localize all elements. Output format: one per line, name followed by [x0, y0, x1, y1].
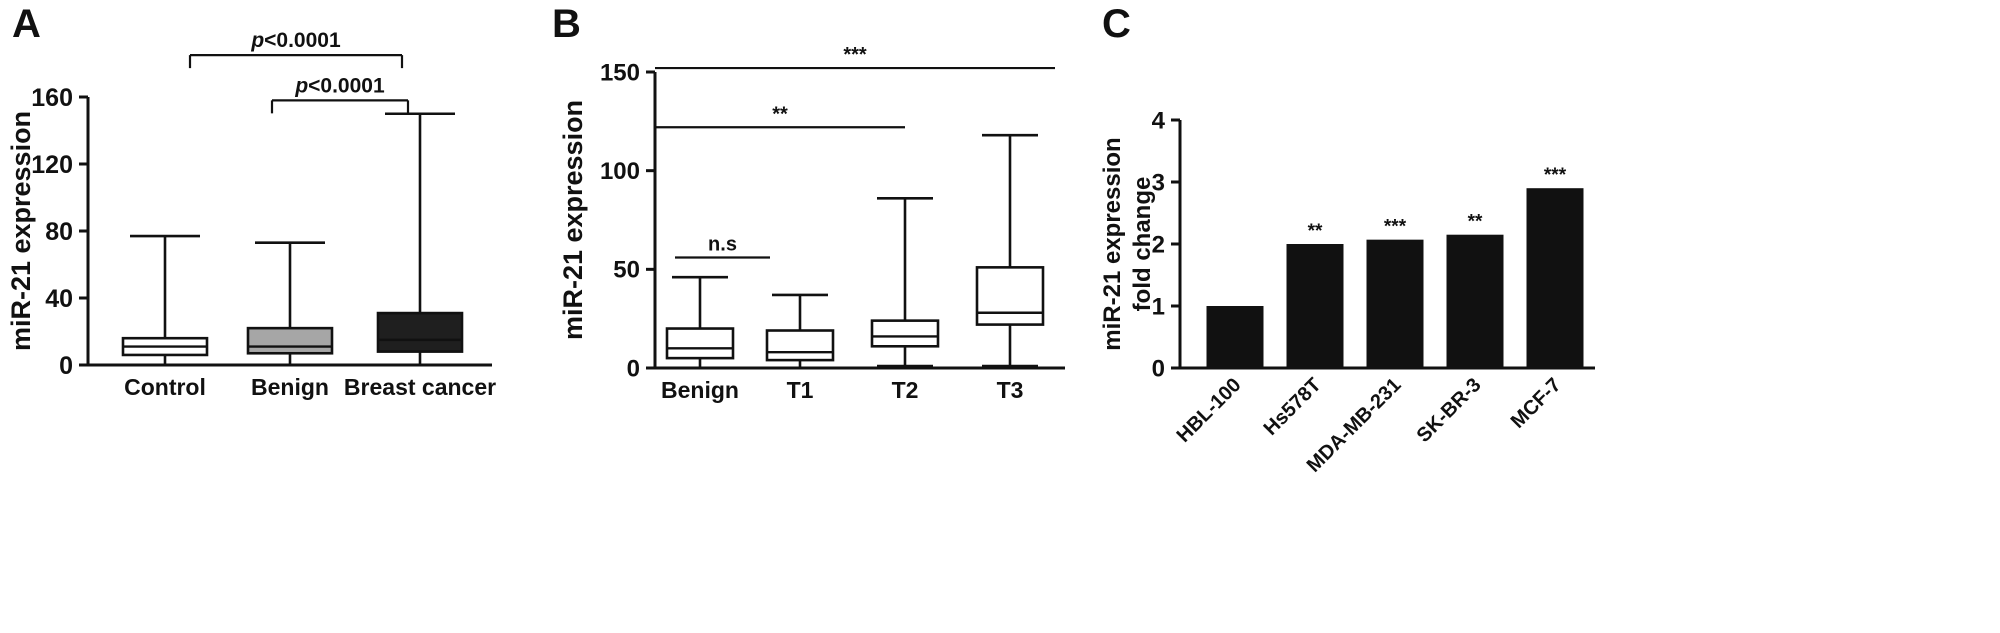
bar — [1206, 306, 1264, 368]
bar-hs578t: ** Hs578T — [1260, 221, 1344, 440]
significance-annotation: ** — [655, 103, 905, 129]
significance-annotation: p<0.0001 — [188, 29, 404, 69]
panel-a-letter: A — [12, 2, 42, 46]
box-body — [376, 311, 464, 353]
box-t3 — [975, 133, 1045, 368]
y-tick-label: 1 — [1152, 293, 1165, 320]
x-tick-label: Benign — [661, 377, 739, 403]
x-tick-label: SK-BR-3 — [1413, 374, 1486, 447]
x-tick-label: Hs578T — [1260, 374, 1326, 440]
p-value-label: p<0.0001 — [250, 29, 341, 52]
y-tick-label: 0 — [1152, 355, 1165, 382]
panel-b-boxplot: 0 50 100 150 miR-21 expression Benign T1 T2 T3 **… — [560, 44, 1065, 403]
bar-hbl-100: HBL-100 — [1173, 306, 1264, 447]
box-body — [246, 326, 334, 355]
y-tick-label: 80 — [45, 218, 73, 246]
y-tick-label: 4 — [1152, 107, 1166, 134]
bar-sk-br-3: ** SK-BR-3 — [1413, 212, 1504, 447]
significance-annotation: n.s — [675, 233, 770, 259]
p-value-label: p<0.0001 — [294, 74, 385, 97]
bar — [1526, 188, 1584, 368]
x-tick-label: T3 — [997, 377, 1024, 403]
significance-label: *** — [843, 44, 867, 66]
significance-label: ** — [772, 103, 788, 125]
significance-label: n.s — [708, 233, 737, 255]
y-tick-label: 100 — [600, 158, 640, 185]
y-tick-label: 120 — [31, 151, 73, 179]
panel-c-plot: 0 1 2 3 4 miR-21 expression fold change HBL-100… — [1100, 107, 1595, 477]
y-axis-title: miR-21 expression — [6, 111, 36, 351]
bar-mcf-7: *** MCF-7 — [1507, 165, 1584, 433]
significance-label: ** — [1468, 212, 1483, 233]
y-tick-label: 150 — [600, 59, 640, 86]
box-t1 — [765, 293, 835, 370]
x-tick-label: Breast cancer — [344, 374, 496, 400]
box-t2 — [870, 196, 940, 368]
significance-label: ** — [1308, 221, 1323, 242]
y-axis-title: miR-21 expression — [560, 100, 588, 340]
panel-b-letter: B — [552, 2, 582, 46]
y-tick-label: 2 — [1152, 231, 1165, 258]
y-tick-label: 40 — [45, 285, 73, 313]
box-benign — [665, 275, 735, 370]
y-tick-label: 0 — [627, 355, 640, 382]
bar — [1446, 234, 1504, 368]
x-tick-label: Benign — [251, 374, 329, 400]
significance-label: *** — [1384, 217, 1407, 238]
bar — [1366, 239, 1424, 368]
box-body — [665, 327, 735, 360]
x-tick-label: Control — [124, 374, 206, 400]
x-tick-label: T2 — [892, 377, 919, 403]
box-control — [121, 234, 209, 367]
x-tick-label: MCF-7 — [1507, 374, 1566, 433]
y-tick-label: 50 — [613, 257, 640, 284]
box-benign — [246, 241, 334, 367]
y-axis-title: miR-21 expression — [1100, 137, 1126, 350]
y-tick-label: 160 — [31, 84, 73, 112]
box-body — [765, 329, 835, 362]
y-tick-label: 0 — [59, 352, 73, 380]
box-body — [870, 319, 940, 348]
significance-annotation: *** — [655, 44, 1055, 70]
box-breast-cancer — [376, 112, 464, 367]
box-body — [975, 266, 1045, 326]
panel-b-plot: 0 50 100 150 miR-21 expression Benign T1 T2 T3 **… — [560, 44, 1065, 403]
y-axis-title: fold change — [1129, 177, 1156, 312]
panel-c-letter: C — [1102, 2, 1132, 46]
x-tick-label: T1 — [787, 377, 814, 403]
y-tick-label: 3 — [1152, 169, 1165, 196]
bar — [1286, 244, 1344, 368]
significance-label: *** — [1544, 165, 1567, 186]
axes: 0 50 100 150 — [600, 59, 1065, 382]
significance-annotation: p<0.0001 — [270, 74, 410, 114]
panel-c-barchart: 0 1 2 3 4 miR-21 expression fold change HBL-100… — [1100, 107, 1595, 477]
x-tick-label: HBL-100 — [1173, 374, 1246, 447]
